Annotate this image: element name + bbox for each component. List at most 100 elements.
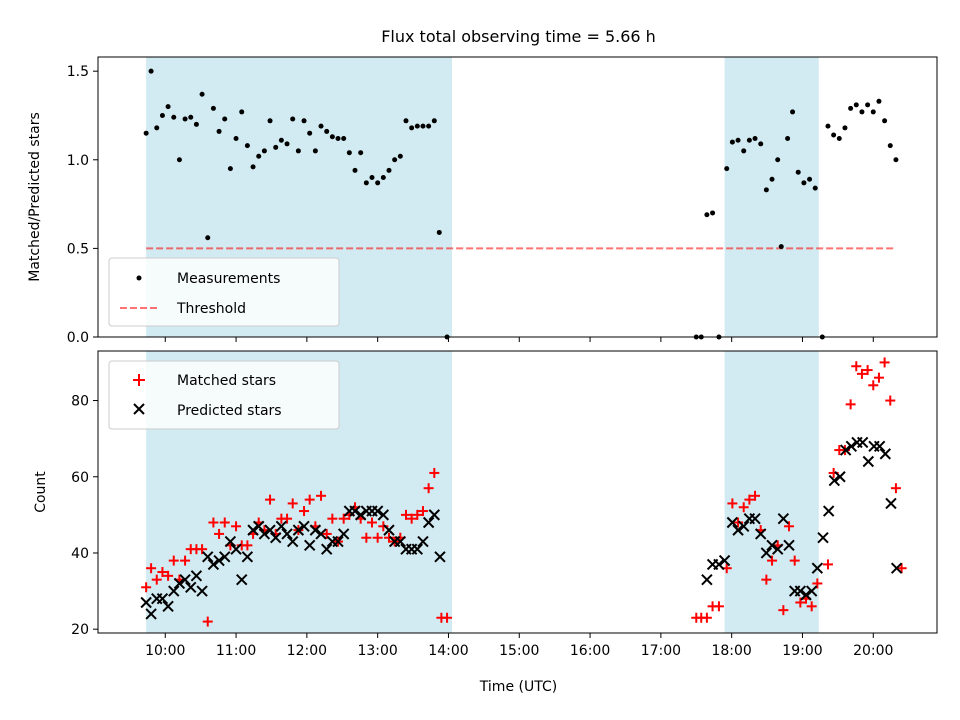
matched-star-point [778,605,789,616]
measurement-point [778,244,784,250]
matched-star-point [242,540,253,551]
matched-star-point [822,559,833,570]
matched-star-point [896,563,907,574]
measurement-point [865,102,871,108]
top-y-tick-label: 0.5 [67,241,89,257]
predicted-star-point [258,528,271,540]
measurement-point [769,176,775,182]
matched-star-point [412,509,423,520]
bottom-y-axis-label: Count [33,471,49,513]
matched-star-point [879,357,890,368]
measurement-point [358,150,364,156]
predicted-star-point [845,440,858,452]
predicted-star-point [241,551,254,563]
predicted-star-point [879,448,892,460]
x-tick-label: 10:00 [145,643,185,659]
predicted-star-point [230,543,242,555]
measurement-point [318,123,324,129]
measurement-point [369,175,375,181]
measurement-point [842,125,848,131]
measurement-point [199,91,205,97]
measurement-point [893,157,899,163]
bottom-shaded-interval [724,351,819,633]
measurement-point [414,123,420,129]
x-tick-label: 18:00 [711,643,751,659]
x-axis-label: Time (UTC) [479,679,557,695]
matched-star-point [738,502,749,513]
x-tick-label: 16:00 [570,643,610,659]
predicted-star-point [766,539,778,552]
legend-threshold-label: Threshold [176,301,246,317]
predicted-star-point [422,516,435,529]
measurement-point [409,125,415,131]
predicted-star-point [286,535,299,548]
top-x-axis-ticks [164,337,874,342]
matched-star-point [873,372,884,383]
predicted-star-point [213,554,225,567]
x-tick-label: 11:00 [216,643,256,659]
measurement-point [176,157,182,163]
bottom-y-tick-label: 20 [71,622,89,638]
measurement-point [143,130,149,136]
measurement-point [182,116,188,122]
predicted-star-point [168,585,180,597]
matched-star-point [287,498,298,509]
predicted-star-point [890,562,903,574]
matched-star-point [851,361,862,372]
predicted-star-point [281,528,293,540]
measurement-point [267,118,273,124]
matched-star-point [299,506,310,517]
predicted-star-point [862,455,875,468]
matched-star-point [406,513,417,524]
measurement-point [785,136,791,142]
measurement-point [882,118,888,124]
measurement-point [239,109,245,115]
predicted-star-point [270,532,282,544]
matched-star-point [423,483,434,494]
predicted-star-point [713,558,725,571]
matched-star-point [219,517,230,528]
x-tick-label: 17:00 [641,643,681,659]
predicted-star-point [207,558,220,571]
predicted-star-point [219,551,231,563]
measurement-point [795,169,801,175]
measurement-point [216,128,222,134]
predicted-star-point [800,589,812,601]
measurement-point [431,118,437,124]
matched-star-point [733,517,744,528]
top-y-tick-label: 1.0 [67,153,89,169]
legend-predicted-label: Predicted stars [177,403,282,419]
measurement-point [307,130,313,136]
predicted-star-point [873,440,886,452]
predicted-star-point [309,524,322,536]
top-shaded-interval [724,57,819,337]
matched-star-point [214,528,225,539]
matched-star-point [862,365,873,376]
predicted-star-point [196,585,208,597]
matched-star-point [885,395,896,406]
predicted-star-point [411,543,424,555]
matched-star-point [429,467,440,478]
measurement-point [790,109,796,115]
measurement-point [244,143,250,149]
predicted-star-point [264,524,276,536]
predicted-star-point [173,577,186,590]
matched-star-point [146,563,157,574]
measurement-point [165,104,171,110]
predicted-star-point [834,471,846,483]
x-tick-label: 13:00 [357,643,397,659]
predicted-star-point [718,554,731,567]
matched-star-point [361,532,372,543]
predicted-star-point [885,497,897,510]
matched-star-point [383,532,394,543]
matched-star-point [265,494,276,505]
measurement-point [148,68,154,74]
matched-star-point [231,521,242,532]
matched-star-point [141,582,152,593]
matched-star-point [372,532,383,543]
measurement-point [205,235,211,241]
measurement-point [261,148,267,154]
matched-star-point [750,490,761,501]
